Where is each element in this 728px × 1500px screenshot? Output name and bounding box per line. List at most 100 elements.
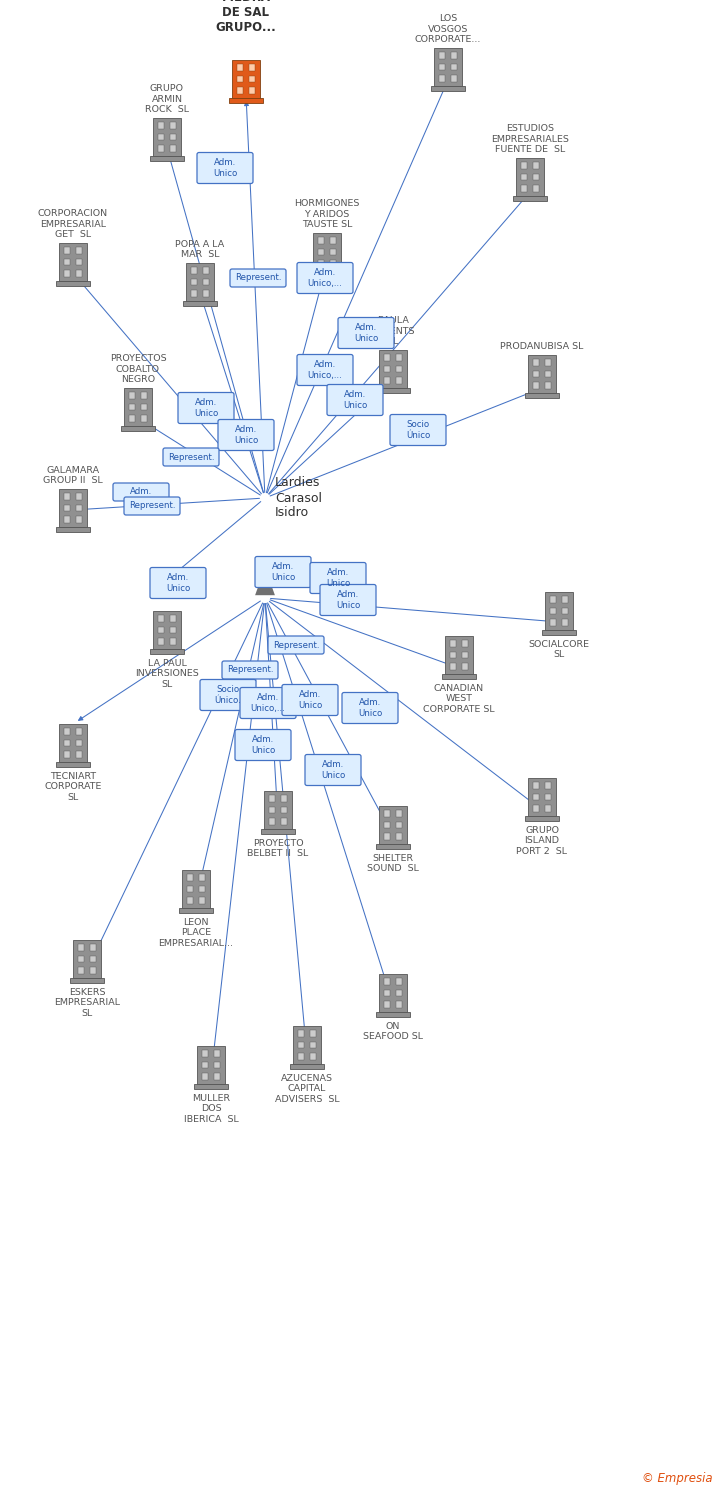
FancyBboxPatch shape — [191, 290, 197, 297]
FancyBboxPatch shape — [64, 270, 71, 276]
Text: CANADIAN
WEST
CORPORATE SL: CANADIAN WEST CORPORATE SL — [423, 684, 495, 714]
FancyBboxPatch shape — [199, 885, 205, 892]
FancyBboxPatch shape — [533, 783, 539, 789]
FancyBboxPatch shape — [550, 620, 556, 626]
FancyBboxPatch shape — [202, 1072, 208, 1080]
FancyBboxPatch shape — [170, 123, 175, 129]
FancyBboxPatch shape — [550, 608, 556, 615]
FancyBboxPatch shape — [213, 1050, 220, 1058]
FancyBboxPatch shape — [445, 636, 473, 674]
FancyBboxPatch shape — [59, 489, 87, 526]
FancyBboxPatch shape — [533, 162, 539, 170]
FancyBboxPatch shape — [170, 615, 175, 622]
Text: Adm.
Unico: Adm. Unico — [166, 573, 190, 592]
FancyBboxPatch shape — [237, 64, 243, 70]
Text: PIEDRA
DE SAL
GRUPO...: PIEDRA DE SAL GRUPO... — [215, 0, 277, 34]
FancyBboxPatch shape — [199, 874, 205, 880]
FancyBboxPatch shape — [170, 146, 175, 152]
FancyBboxPatch shape — [183, 302, 217, 306]
FancyBboxPatch shape — [76, 740, 82, 747]
FancyBboxPatch shape — [264, 790, 292, 830]
FancyBboxPatch shape — [533, 184, 539, 192]
FancyBboxPatch shape — [153, 118, 181, 156]
FancyBboxPatch shape — [330, 260, 336, 267]
FancyBboxPatch shape — [202, 267, 209, 274]
Text: Adm.
Unico,...: Adm. Unico,... — [308, 268, 342, 288]
FancyBboxPatch shape — [313, 232, 341, 272]
FancyBboxPatch shape — [330, 249, 336, 255]
FancyBboxPatch shape — [309, 1041, 316, 1048]
FancyBboxPatch shape — [451, 53, 456, 58]
FancyBboxPatch shape — [141, 416, 147, 422]
FancyBboxPatch shape — [130, 393, 135, 399]
FancyBboxPatch shape — [170, 627, 175, 633]
FancyBboxPatch shape — [187, 874, 194, 880]
Text: Adm.
Unico: Adm. Unico — [298, 690, 322, 709]
FancyBboxPatch shape — [545, 592, 573, 630]
FancyBboxPatch shape — [269, 807, 275, 813]
FancyBboxPatch shape — [158, 615, 165, 622]
FancyBboxPatch shape — [310, 272, 344, 276]
FancyBboxPatch shape — [237, 75, 243, 82]
FancyBboxPatch shape — [187, 885, 194, 892]
FancyBboxPatch shape — [150, 567, 206, 598]
FancyBboxPatch shape — [121, 426, 155, 430]
FancyBboxPatch shape — [113, 483, 169, 501]
FancyBboxPatch shape — [395, 978, 402, 986]
FancyBboxPatch shape — [384, 978, 390, 986]
Text: Adm.
Unico,...: Adm. Unico,... — [250, 693, 285, 712]
Text: Adm.
Unico: Adm. Unico — [213, 158, 237, 178]
FancyBboxPatch shape — [545, 783, 551, 789]
FancyBboxPatch shape — [462, 640, 468, 646]
FancyBboxPatch shape — [237, 87, 243, 93]
Polygon shape — [255, 582, 275, 596]
FancyBboxPatch shape — [78, 968, 84, 974]
FancyBboxPatch shape — [310, 562, 366, 594]
Text: PROYECTOS
COBALTO
NEGRO: PROYECTOS COBALTO NEGRO — [110, 354, 166, 384]
FancyBboxPatch shape — [533, 382, 539, 388]
FancyBboxPatch shape — [550, 597, 556, 603]
FancyBboxPatch shape — [309, 1030, 316, 1036]
Text: PROYECTO
BELBET II  SL: PROYECTO BELBET II SL — [248, 839, 309, 858]
Text: GALAMARA
GROUP II  SL: GALAMARA GROUP II SL — [43, 465, 103, 484]
Text: Socio
Único.: Socio Único. — [215, 686, 242, 705]
FancyBboxPatch shape — [533, 360, 539, 366]
FancyBboxPatch shape — [191, 267, 197, 274]
FancyBboxPatch shape — [249, 87, 255, 93]
FancyBboxPatch shape — [290, 1064, 324, 1068]
FancyBboxPatch shape — [561, 608, 568, 615]
FancyBboxPatch shape — [318, 237, 325, 244]
FancyBboxPatch shape — [56, 762, 90, 766]
FancyBboxPatch shape — [230, 268, 286, 286]
FancyBboxPatch shape — [255, 556, 311, 588]
FancyBboxPatch shape — [213, 1072, 220, 1080]
FancyBboxPatch shape — [384, 376, 390, 384]
FancyBboxPatch shape — [158, 123, 165, 129]
FancyBboxPatch shape — [182, 870, 210, 907]
Text: HORMIGONES
Y ARIDOS
TAUSTE SL: HORMIGONES Y ARIDOS TAUSTE SL — [294, 200, 360, 230]
Text: Adm.
Unico,...: Adm. Unico,... — [308, 360, 342, 380]
FancyBboxPatch shape — [525, 393, 559, 398]
FancyBboxPatch shape — [64, 258, 71, 266]
FancyBboxPatch shape — [462, 651, 468, 658]
FancyBboxPatch shape — [533, 794, 539, 801]
FancyBboxPatch shape — [320, 585, 376, 615]
Text: Adm.
Unico: Adm. Unico — [321, 760, 345, 780]
FancyBboxPatch shape — [395, 833, 402, 840]
FancyBboxPatch shape — [124, 496, 180, 514]
FancyBboxPatch shape — [73, 940, 101, 978]
FancyBboxPatch shape — [533, 370, 539, 378]
FancyBboxPatch shape — [297, 354, 353, 386]
FancyBboxPatch shape — [305, 754, 361, 786]
FancyBboxPatch shape — [431, 86, 464, 90]
Text: Adm.
Unico: Adm. Unico — [326, 568, 350, 588]
FancyBboxPatch shape — [229, 98, 263, 102]
FancyBboxPatch shape — [90, 956, 96, 963]
FancyBboxPatch shape — [384, 1000, 390, 1008]
Circle shape — [258, 562, 272, 578]
FancyBboxPatch shape — [56, 526, 90, 531]
FancyBboxPatch shape — [542, 630, 576, 634]
FancyBboxPatch shape — [525, 816, 559, 821]
Text: SHELTER
SOUND  SL: SHELTER SOUND SL — [367, 853, 419, 873]
Text: Adm.
Unico: Adm. Unico — [336, 590, 360, 610]
